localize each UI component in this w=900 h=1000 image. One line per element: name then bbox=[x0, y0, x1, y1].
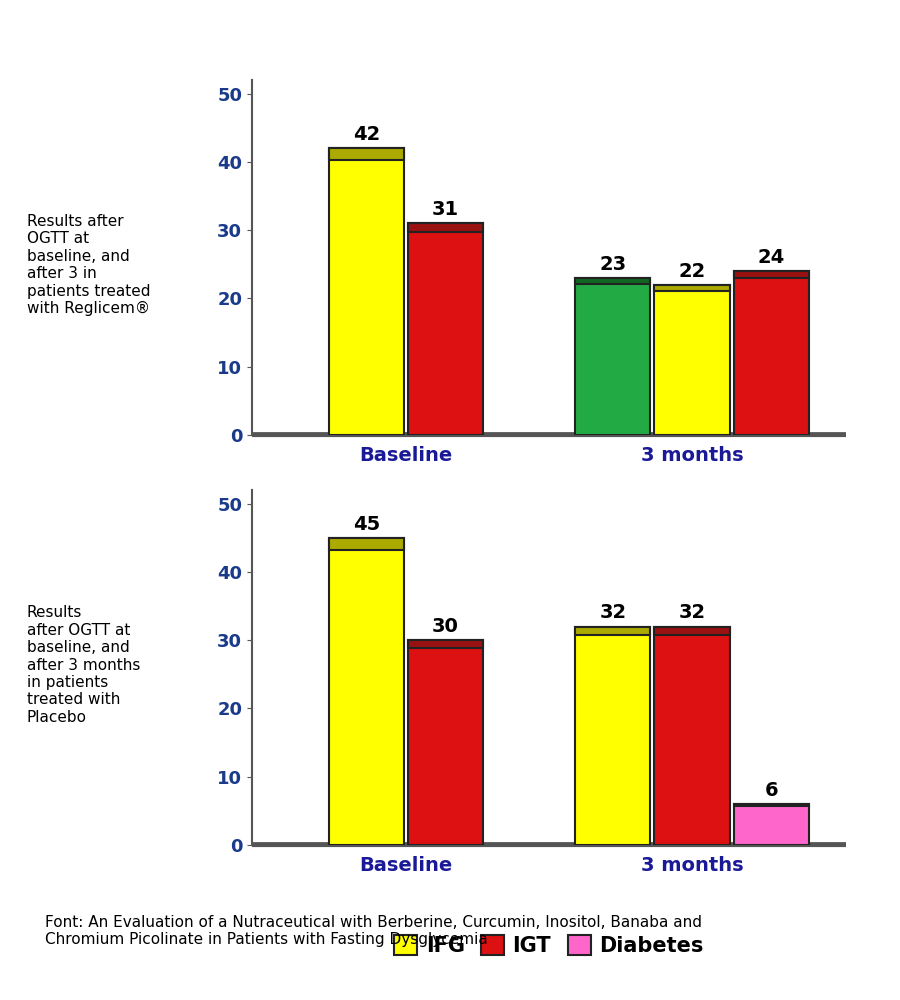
Legend: IFG, IGT, Diabetes: IFG, IGT, Diabetes bbox=[386, 926, 712, 964]
Text: Font: An Evaluation of a Nutraceutical with Berberine, Curcumin, Inositol, Banab: Font: An Evaluation of a Nutraceutical w… bbox=[45, 915, 702, 947]
Bar bbox=[575, 278, 651, 435]
Text: 31: 31 bbox=[432, 200, 459, 219]
Legend: NGT, IFG, IGT: NGT, IFG, IGT bbox=[414, 516, 684, 554]
Text: Results after
OGTT at
baseline, and
after 3 in
patients treated
with Reglicem®: Results after OGTT at baseline, and afte… bbox=[27, 214, 150, 316]
Bar bbox=[575, 627, 651, 635]
Bar bbox=[654, 285, 730, 291]
Bar bbox=[408, 223, 483, 232]
Bar bbox=[328, 538, 404, 845]
Text: 42: 42 bbox=[353, 125, 380, 144]
Bar bbox=[734, 804, 809, 806]
Bar bbox=[654, 285, 730, 435]
Text: 30: 30 bbox=[432, 617, 459, 636]
Bar bbox=[408, 640, 483, 845]
Text: 6: 6 bbox=[764, 781, 778, 800]
Bar bbox=[654, 627, 730, 845]
Bar bbox=[408, 223, 483, 435]
Bar bbox=[734, 271, 809, 278]
Bar bbox=[328, 538, 404, 550]
Bar bbox=[575, 278, 651, 284]
Text: 32: 32 bbox=[679, 603, 706, 622]
Text: 32: 32 bbox=[599, 603, 626, 622]
Bar bbox=[654, 627, 730, 635]
Bar bbox=[575, 627, 651, 845]
Text: 23: 23 bbox=[599, 255, 626, 274]
Bar bbox=[734, 804, 809, 845]
Bar bbox=[328, 148, 404, 435]
Text: Results
after OGTT at
baseline, and
after 3 months
in patients
treated with
Plac: Results after OGTT at baseline, and afte… bbox=[27, 605, 140, 725]
Text: 45: 45 bbox=[353, 515, 380, 534]
Bar bbox=[734, 271, 809, 435]
Text: 24: 24 bbox=[758, 248, 785, 267]
Bar bbox=[328, 148, 404, 160]
Bar bbox=[408, 640, 483, 648]
Text: 22: 22 bbox=[679, 262, 706, 281]
